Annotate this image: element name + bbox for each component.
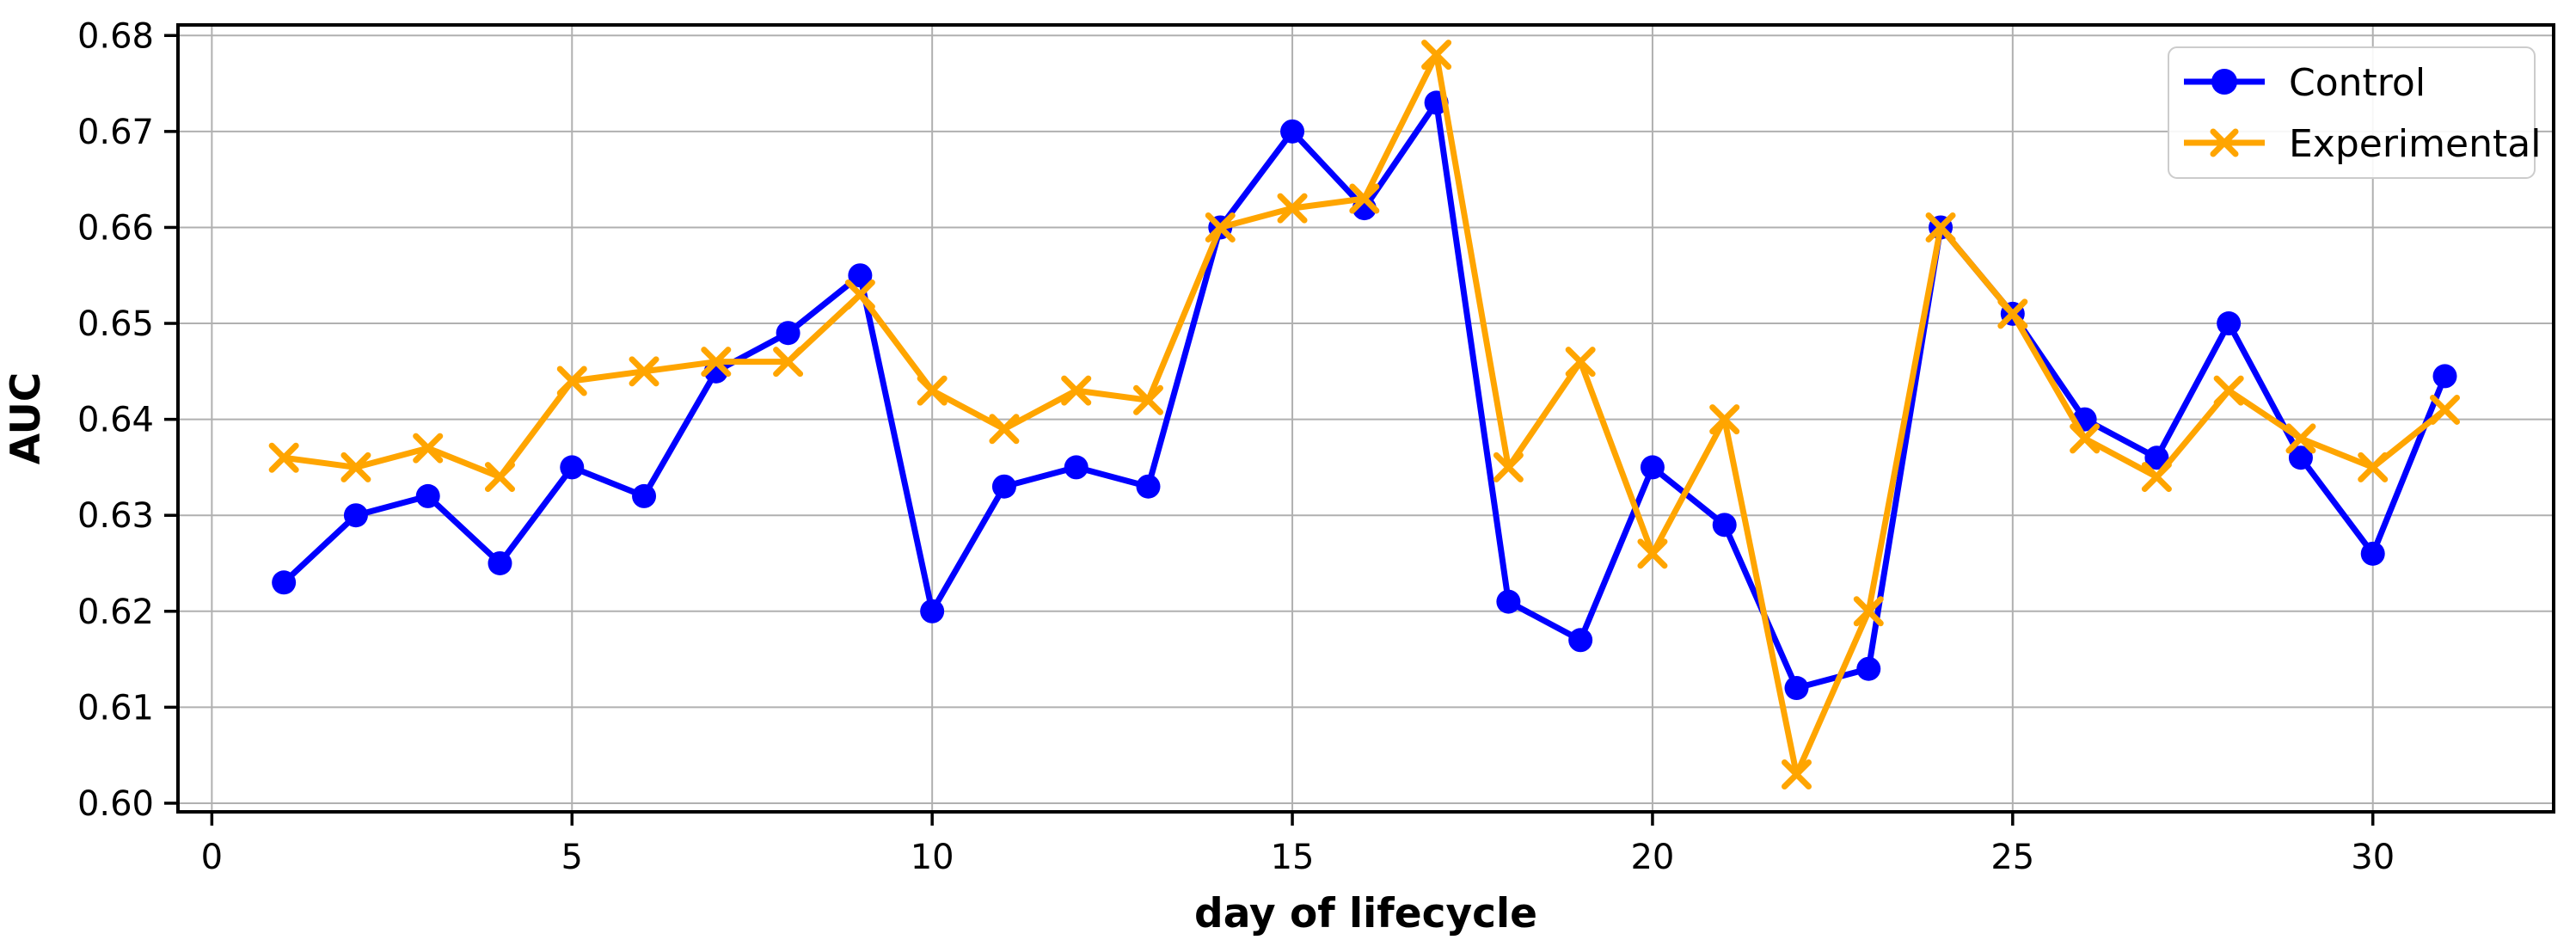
axis-ticks: 0 5 10 15 20 25 30 0.60 0.61 0.62 0.63 0.64 0.65 0.66… bbox=[77, 16, 2395, 877]
control-marker bbox=[776, 321, 800, 346]
control-marker bbox=[2360, 541, 2385, 566]
experimental-marker bbox=[773, 347, 804, 378]
experimental-marker bbox=[1132, 384, 1163, 415]
x-tick-label: 20 bbox=[1630, 838, 1674, 877]
y-tick-label: 0.68 bbox=[77, 16, 154, 56]
experimental-marker bbox=[1565, 347, 1596, 378]
experimental-marker bbox=[340, 452, 371, 482]
legend: Control Experimental bbox=[2168, 46, 2541, 179]
experimental-marker bbox=[917, 375, 948, 406]
experimental-marker bbox=[1853, 596, 1884, 627]
experimental-marker bbox=[989, 414, 1020, 445]
control-marker bbox=[272, 570, 297, 595]
control-marker bbox=[488, 550, 512, 575]
experimental-marker bbox=[2213, 375, 2244, 406]
control-line bbox=[280, 99, 2448, 691]
control-marker bbox=[343, 503, 368, 528]
experimental-marker bbox=[629, 356, 659, 387]
control-marker bbox=[2432, 364, 2457, 389]
experimental-marker bbox=[701, 347, 732, 378]
y-tick-label: 0.64 bbox=[77, 401, 154, 440]
x-tick-label: 15 bbox=[1271, 838, 1315, 877]
experimental-marker bbox=[1925, 212, 1956, 243]
control-marker bbox=[2217, 311, 2242, 336]
experimental-line bbox=[280, 52, 2448, 777]
x-tick-label: 25 bbox=[1990, 838, 2034, 877]
control-marker bbox=[920, 599, 945, 624]
experimental-marker bbox=[1637, 538, 1668, 569]
experimental-marker bbox=[2285, 423, 2316, 454]
control-marker bbox=[1784, 676, 1809, 701]
control-marker bbox=[1280, 119, 1305, 144]
experimental-marker bbox=[556, 366, 587, 396]
experimental-marker bbox=[1781, 759, 1812, 789]
experimental-marker bbox=[2358, 452, 2389, 482]
experimental-marker bbox=[1277, 193, 1308, 224]
x-tick-label: 5 bbox=[561, 838, 583, 877]
y-tick-label: 0.67 bbox=[77, 113, 154, 152]
control-marker bbox=[1568, 628, 1593, 653]
legend-item-control: Control bbox=[2184, 61, 2426, 105]
experimental-marker bbox=[1709, 404, 1740, 435]
y-tick-label: 0.62 bbox=[77, 593, 154, 632]
legend-label-experimental: Experimental bbox=[2289, 122, 2541, 166]
experimental-marker bbox=[413, 433, 444, 464]
x-tick-label: 30 bbox=[2351, 838, 2395, 877]
control-marker bbox=[991, 474, 1016, 499]
gridlines bbox=[178, 25, 2554, 812]
y-tick-label: 0.60 bbox=[77, 784, 154, 824]
experimental-marker bbox=[844, 280, 875, 310]
x-tick-label: 10 bbox=[911, 838, 954, 877]
y-tick-label: 0.66 bbox=[77, 208, 154, 248]
control-marker bbox=[1136, 474, 1161, 499]
experimental-marker bbox=[2070, 423, 2101, 454]
control-marker bbox=[1712, 513, 1737, 538]
legend-x-marker-icon bbox=[2210, 128, 2239, 157]
control-marker bbox=[1856, 656, 1881, 681]
control-marker bbox=[1064, 455, 1089, 480]
control-marker bbox=[1496, 589, 1521, 614]
experimental-marker bbox=[268, 442, 299, 473]
experimental-marker bbox=[2141, 462, 2172, 493]
experimental-marker bbox=[1205, 212, 1236, 243]
y-tick-label: 0.63 bbox=[77, 496, 154, 536]
experimental-marker bbox=[1061, 375, 1092, 406]
control-marker bbox=[1640, 455, 1665, 480]
x-tick-label: 0 bbox=[201, 838, 223, 877]
experimental-marker bbox=[1493, 452, 1524, 482]
experimental-marker bbox=[2429, 394, 2460, 425]
control-marker bbox=[848, 263, 873, 288]
control-marker bbox=[2144, 445, 2169, 470]
legend-circle-marker-icon bbox=[2211, 69, 2237, 95]
data-series-layer bbox=[268, 40, 2460, 789]
control-marker bbox=[632, 483, 657, 508]
experimental-marker bbox=[1997, 298, 2028, 329]
y-tick-label: 0.65 bbox=[77, 304, 154, 344]
control-marker bbox=[2288, 445, 2313, 470]
x-axis-label: day of lifecycle bbox=[1194, 890, 1537, 937]
y-tick-label: 0.61 bbox=[77, 688, 154, 728]
experimental-marker bbox=[1421, 40, 1452, 71]
legend-item-experimental: Experimental bbox=[2184, 122, 2541, 166]
control-marker bbox=[415, 483, 440, 508]
legend-label-control: Control bbox=[2289, 61, 2426, 105]
control-marker bbox=[560, 455, 585, 480]
y-axis-label: AUC bbox=[3, 372, 50, 465]
experimental-marker bbox=[1349, 183, 1380, 214]
experimental-marker bbox=[484, 462, 515, 493]
